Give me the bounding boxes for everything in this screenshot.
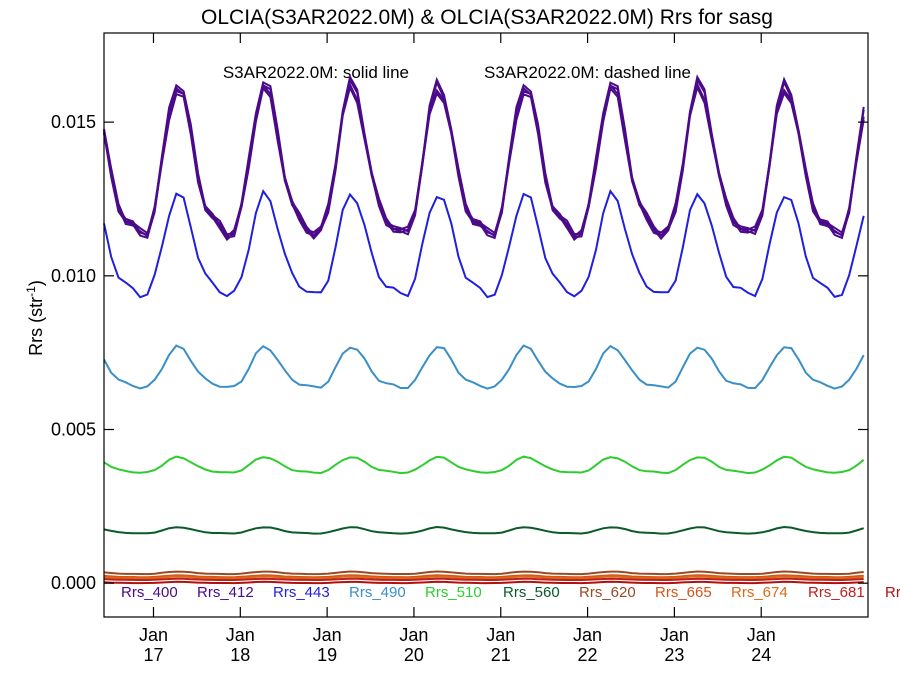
x-tick-month-label: Jan — [573, 625, 602, 645]
x-tick-year-label: 20 — [404, 645, 424, 665]
series-line-rrs_674 — [103, 575, 864, 580]
x-tick-year-label: 22 — [578, 645, 598, 665]
series-line-rrs_412 — [103, 81, 865, 239]
x-tick-year-label: 23 — [664, 645, 684, 665]
x-tick-month-label: Jan — [486, 625, 515, 645]
legend-item-rr: Rr — [885, 584, 900, 601]
series-line-rrs_620 — [103, 570, 864, 576]
legend-item-rrs_443: Rrs_443 — [273, 584, 330, 601]
x-tick-year-label: 17 — [143, 645, 163, 665]
series-line-rrs_560 — [103, 525, 865, 535]
x-tick-month-label: Jan — [747, 625, 776, 645]
legend: Rrs_400 Rrs_412 Rrs_443 Rrs_490 Rrs_510 Rrs_5… — [121, 584, 900, 601]
x-tick-month-label: Jan — [399, 625, 428, 645]
legend-item-rrs_665: Rrs_665 — [655, 584, 712, 601]
series-line-dashed-rrs_400 — [103, 77, 865, 241]
y-tick-label: 0.015 — [51, 112, 96, 132]
x-tick-month-label: Jan — [226, 625, 255, 645]
x-tick-month-label: Jan — [139, 625, 168, 645]
series-line-rrs_510 — [103, 455, 865, 475]
series-line-rrs_400 — [103, 74, 865, 238]
series-line-rr — [103, 580, 864, 585]
axes-layer: 0.0000.0050.0100.015Jan17Jan18Jan19Jan20… — [51, 32, 869, 665]
series-layer — [103, 74, 865, 585]
legend-item-rrs_681: Rrs_681 — [808, 584, 865, 601]
annotation-dashed-line: S3AR2022.0M: dashed line — [484, 63, 691, 82]
x-tick-year-label: 19 — [317, 645, 337, 665]
series-line-dashed-rrs_412 — [103, 84, 865, 242]
legend-item-rrs_412: Rrs_412 — [197, 584, 254, 601]
series-line-rrs_665 — [103, 574, 864, 579]
y-tick-label: 0.010 — [51, 266, 96, 286]
x-tick-year-label: 24 — [751, 645, 771, 665]
series-line-rrs_443 — [103, 189, 865, 299]
legend-item-rrs_490: Rrs_490 — [349, 584, 406, 601]
x-tick-month-label: Jan — [313, 625, 342, 645]
annotation-solid-line: S3AR2022.0M: solid line — [223, 63, 409, 82]
x-tick-year-label: 21 — [491, 645, 511, 665]
legend-item-rrs_510: Rrs_510 — [425, 584, 482, 601]
plot-frame — [103, 32, 869, 618]
legend-item-rrs_560: Rrs_560 — [503, 584, 560, 601]
y-tick-label: 0.000 — [51, 573, 96, 593]
x-tick-month-label: Jan — [660, 625, 689, 645]
x-tick-year-label: 18 — [230, 645, 250, 665]
legend-item-rrs_620: Rrs_620 — [579, 584, 636, 601]
legend-item-rrs_674: Rrs_674 — [731, 584, 788, 601]
chart-title: OLCIA(S3AR2022.0M) & OLCIA(S3AR2022.0M) … — [201, 6, 773, 29]
series-line-rrs_681 — [103, 577, 864, 581]
series-line-rrs_490 — [103, 344, 865, 390]
y-tick-label: 0.005 — [51, 420, 96, 440]
y-axis-label: Rrs (str-1) — [24, 280, 46, 356]
legend-item-rrs_400: Rrs_400 — [121, 584, 178, 601]
